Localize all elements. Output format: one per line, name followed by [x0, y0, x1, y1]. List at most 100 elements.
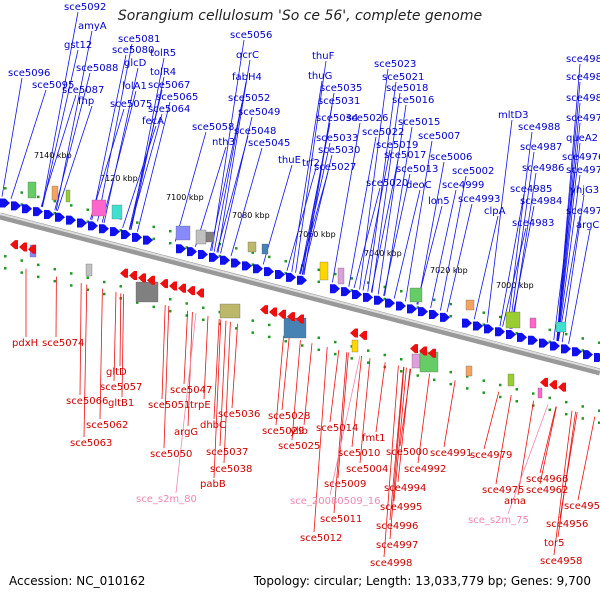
top-gene-label[interactable]: sce4980 — [566, 93, 600, 104]
top-gene-label[interactable]: qcrC — [236, 50, 259, 61]
top-gene-label[interactable]: sce4993 — [458, 194, 500, 205]
reverse-gene-arrow[interactable] — [196, 288, 204, 298]
bottom-gene-label[interactable]: sce4955 — [564, 501, 600, 512]
bottom-gene-label[interactable]: sce5029 — [262, 426, 304, 437]
bottom-gene-label[interactable]: sce4962 — [526, 485, 568, 496]
forward-gene-arrow[interactable] — [297, 275, 307, 285]
bottom-gene-label[interactable]: sce5057 — [100, 382, 142, 393]
forward-gene-arrow[interactable] — [462, 318, 472, 328]
forward-gene-arrow[interactable] — [473, 321, 483, 331]
bottom-gene-label[interactable]: sce5011 — [320, 514, 362, 525]
top-gene-label[interactable]: sce5006 — [430, 152, 472, 163]
forward-gene-arrow[interactable] — [396, 301, 406, 311]
top-gene-label[interactable]: sce5052 — [228, 93, 270, 104]
forward-gene-arrow[interactable] — [99, 224, 109, 234]
top-gene-label[interactable]: sce5031 — [318, 96, 360, 107]
forward-gene-arrow[interactable] — [341, 287, 351, 297]
top-gene-label[interactable]: sce4976 — [562, 152, 600, 163]
forward-gene-arrow[interactable] — [187, 247, 197, 257]
top-gene-label[interactable]: sce4983 — [512, 218, 554, 229]
top-gene-label[interactable]: fecA — [142, 116, 164, 127]
forward-gene-arrow[interactable] — [550, 341, 560, 351]
top-gene-label[interactable]: sce5065 — [156, 92, 198, 103]
forward-gene-arrow[interactable] — [275, 270, 285, 279]
top-gene-label[interactable]: sce5023 — [374, 59, 416, 70]
bottom-gene-label[interactable]: sce4997 — [376, 540, 418, 551]
top-gene-label[interactable]: sce5021 — [382, 72, 424, 83]
top-gene-label[interactable]: sce5067 — [148, 80, 190, 91]
reverse-gene-arrow[interactable] — [278, 309, 286, 319]
top-gene-label[interactable]: sce5087 — [62, 85, 104, 96]
bottom-gene-label[interactable]: ylib — [290, 426, 308, 437]
reverse-gene-arrow[interactable] — [169, 281, 177, 291]
top-gene-label[interactable]: nth3 — [212, 137, 235, 148]
bottom-gene-label[interactable]: sce4958 — [540, 556, 582, 567]
bottom-gene-label[interactable]: sce5037 — [206, 447, 248, 458]
forward-gene-arrow[interactable] — [44, 209, 54, 219]
forward-gene-arrow[interactable] — [539, 338, 549, 348]
top-gene-label[interactable]: sce4986 — [522, 163, 564, 174]
reverse-gene-arrow[interactable] — [160, 279, 168, 289]
top-gene-label[interactable]: thuE — [278, 155, 301, 166]
top-gene-label[interactable]: sce5002 — [452, 166, 494, 177]
top-gene-label[interactable]: sce4984 — [520, 196, 562, 207]
forward-gene-arrow[interactable] — [572, 347, 582, 357]
reverse-gene-arrow[interactable] — [19, 242, 27, 252]
bottom-gene-label[interactable]: sce5014 — [316, 423, 358, 434]
top-gene-label[interactable]: tolR5 — [150, 48, 176, 59]
forward-gene-arrow[interactable] — [0, 198, 10, 208]
forward-gene-arrow[interactable] — [440, 312, 450, 322]
forward-gene-arrow[interactable] — [528, 335, 538, 345]
top-gene-label[interactable]: lolA1 — [122, 81, 147, 92]
top-gene-label[interactable]: yhjG3 — [570, 185, 599, 196]
rna-gene-label[interactable]: sce_20080509_16 — [290, 496, 380, 507]
top-gene-label[interactable]: sce5013 — [396, 164, 438, 175]
top-gene-label[interactable]: trf2 — [302, 158, 320, 169]
forward-gene-arrow[interactable] — [484, 324, 494, 334]
forward-gene-arrow[interactable] — [407, 304, 417, 314]
bottom-gene-label[interactable]: sce4979 — [470, 450, 512, 461]
bottom-gene-label[interactable]: sce5028 — [268, 411, 310, 422]
top-gene-label[interactable]: queA2 — [566, 133, 598, 144]
bottom-gene-label[interactable]: sce5038 — [210, 464, 252, 475]
bottom-gene-label[interactable]: sce5062 — [86, 420, 128, 431]
reverse-gene-arrow[interactable] — [428, 348, 436, 358]
bottom-gene-label[interactable]: dhbC — [200, 420, 226, 431]
forward-gene-arrow[interactable] — [374, 295, 384, 305]
reverse-gene-arrow[interactable] — [558, 382, 566, 392]
reverse-gene-arrow[interactable] — [10, 240, 18, 250]
top-gene-label[interactable]: sce5027 — [314, 162, 356, 173]
forward-gene-arrow[interactable] — [429, 310, 439, 320]
forward-gene-arrow[interactable] — [77, 218, 87, 228]
top-gene-label[interactable]: clpA — [484, 206, 506, 217]
reverse-gene-arrow[interactable] — [540, 377, 548, 387]
forward-gene-arrow[interactable] — [11, 201, 21, 211]
bottom-gene-label[interactable]: sce4975 — [482, 485, 524, 496]
top-gene-label[interactable]: sce4987 — [520, 142, 562, 153]
top-gene-label[interactable]: sce5095 — [32, 80, 74, 91]
forward-gene-arrow[interactable] — [385, 298, 395, 308]
reverse-gene-arrow[interactable] — [28, 244, 36, 254]
reverse-gene-arrow[interactable] — [296, 314, 304, 324]
top-gene-label[interactable]: sce4999 — [442, 180, 484, 191]
top-gene-label[interactable]: sce5018 — [386, 83, 428, 94]
bottom-gene-label[interactable]: pabB — [200, 479, 226, 490]
reverse-gene-arrow[interactable] — [287, 312, 295, 322]
forward-gene-arrow[interactable] — [253, 264, 263, 274]
bottom-gene-label[interactable]: fmt1 — [362, 433, 386, 444]
top-gene-label[interactable]: mltD3 — [498, 110, 529, 121]
forward-gene-arrow[interactable] — [143, 235, 153, 245]
bottom-gene-label[interactable]: sce4956 — [546, 519, 588, 530]
top-gene-label[interactable]: tolR4 — [150, 67, 176, 78]
bottom-gene-label[interactable]: sce5063 — [70, 438, 112, 449]
top-gene-label[interactable]: sce5034 — [316, 113, 358, 124]
top-gene-label[interactable]: sce4982 — [566, 54, 600, 65]
bottom-gene-label[interactable]: gltD — [106, 367, 127, 378]
top-gene-label[interactable]: sce4972 — [566, 206, 600, 217]
forward-gene-arrow[interactable] — [209, 252, 219, 262]
forward-gene-arrow[interactable] — [231, 258, 241, 268]
forward-gene-arrow[interactable] — [506, 330, 516, 340]
top-gene-label[interactable]: sce5016 — [392, 95, 434, 106]
bottom-gene-label[interactable]: sce5004 — [346, 464, 388, 475]
